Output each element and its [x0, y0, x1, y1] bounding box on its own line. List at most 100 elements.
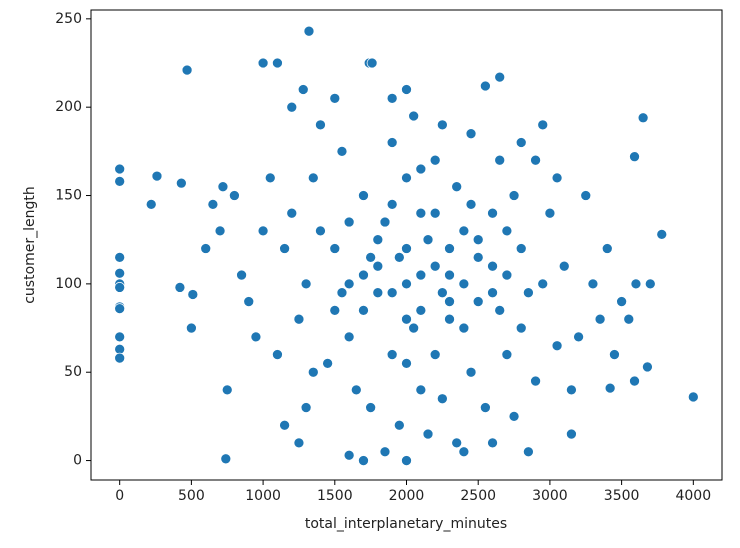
point — [429, 349, 441, 360]
point — [207, 199, 219, 210]
point — [544, 207, 556, 219]
point — [408, 322, 420, 334]
point — [444, 243, 455, 254]
point — [422, 234, 434, 246]
point — [372, 234, 384, 246]
point — [472, 234, 484, 246]
point — [272, 349, 283, 360]
point — [530, 375, 541, 387]
point — [379, 446, 391, 458]
point — [322, 358, 333, 369]
point — [358, 455, 369, 466]
y-tick-label: 250 — [55, 11, 82, 27]
point — [444, 296, 455, 307]
point — [303, 25, 315, 37]
point — [293, 437, 305, 449]
point — [594, 313, 606, 325]
point — [415, 163, 427, 175]
point — [573, 331, 584, 343]
point — [220, 453, 232, 465]
x-tick-label: 4000 — [675, 488, 711, 504]
point — [181, 64, 193, 76]
point — [343, 331, 355, 343]
point — [200, 243, 212, 254]
x-tick-label: 3500 — [604, 488, 640, 504]
point — [472, 296, 484, 307]
point — [537, 278, 549, 290]
point — [501, 269, 513, 281]
point — [587, 278, 599, 290]
point — [307, 366, 319, 378]
point — [472, 252, 484, 263]
point — [458, 446, 470, 458]
point — [151, 170, 163, 182]
point — [300, 402, 312, 413]
point — [642, 361, 653, 373]
point — [336, 146, 348, 157]
point — [415, 269, 427, 281]
point — [187, 289, 199, 300]
point — [393, 252, 405, 263]
point — [236, 269, 247, 281]
point — [401, 243, 412, 254]
point — [656, 229, 668, 240]
point — [465, 128, 477, 140]
point — [487, 287, 498, 299]
point — [537, 119, 549, 131]
point — [286, 207, 298, 219]
x-tick-label: 500 — [178, 488, 205, 504]
point — [372, 260, 384, 272]
x-tick-label: 2500 — [460, 488, 496, 504]
point — [444, 313, 455, 325]
point — [145, 199, 157, 210]
point — [257, 225, 269, 237]
point — [508, 411, 520, 422]
point — [451, 437, 463, 449]
point — [114, 267, 126, 279]
point — [315, 119, 326, 131]
point — [293, 313, 305, 325]
point — [114, 252, 126, 263]
point — [623, 313, 635, 325]
point — [494, 305, 506, 316]
point — [408, 110, 420, 122]
y-tick-label: 0 — [73, 453, 82, 469]
point — [114, 352, 126, 364]
point — [343, 449, 355, 461]
point — [415, 207, 427, 219]
x-tick-label: 1500 — [317, 488, 353, 504]
point — [114, 176, 126, 187]
point — [644, 278, 656, 290]
point — [551, 172, 563, 184]
point — [480, 80, 491, 92]
point — [437, 393, 448, 405]
point — [523, 446, 534, 458]
point — [365, 402, 376, 413]
point — [217, 181, 229, 193]
point — [307, 172, 319, 184]
point — [214, 225, 226, 237]
point — [229, 190, 240, 201]
point — [515, 137, 527, 148]
point — [329, 243, 341, 254]
point — [257, 57, 269, 69]
point — [336, 287, 348, 299]
point — [186, 322, 197, 334]
point — [487, 260, 498, 272]
point — [386, 349, 398, 360]
point — [279, 243, 290, 254]
point — [487, 437, 498, 449]
point — [401, 455, 412, 466]
point — [175, 177, 187, 189]
point — [379, 216, 391, 228]
point — [465, 366, 477, 378]
point — [279, 419, 290, 431]
point — [558, 260, 570, 272]
point — [687, 391, 699, 403]
point — [401, 172, 412, 184]
point — [429, 154, 441, 166]
point — [422, 428, 434, 440]
point — [386, 199, 398, 210]
point — [350, 384, 362, 396]
